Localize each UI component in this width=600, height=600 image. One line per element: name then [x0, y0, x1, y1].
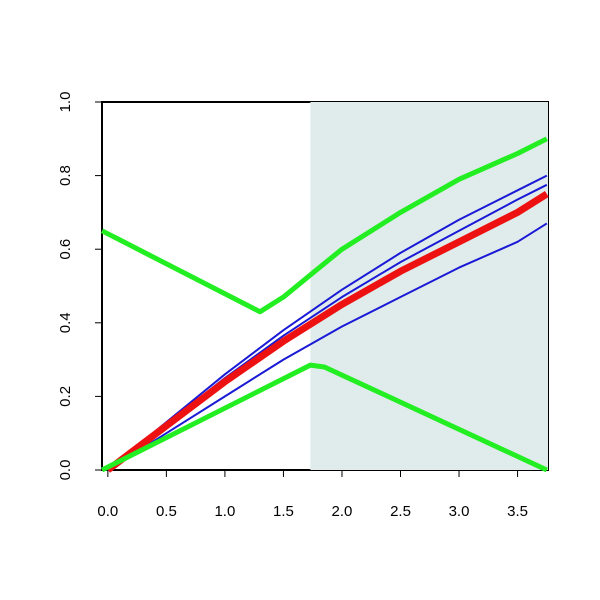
y-tick-label: 0.8: [57, 165, 74, 186]
x-tick-label: 1.0: [214, 503, 235, 520]
x-tick-label: 2.0: [332, 503, 353, 520]
series-line: [100, 362, 548, 473]
series-line: [107, 222, 548, 471]
x-tick-label: 0.5: [156, 503, 177, 520]
y-tick-label: 0.4: [57, 312, 74, 333]
y-tick-label: 0.2: [57, 386, 74, 407]
x-tick-label: 3.5: [507, 503, 528, 520]
y-tick-label: 0.6: [57, 239, 74, 260]
x-tick-label: 0.0: [97, 503, 118, 520]
series-line: [107, 174, 548, 471]
x-tick-label: 1.5: [273, 503, 294, 520]
shaded-region: [310, 102, 548, 470]
series-line: [100, 136, 548, 315]
y-tick-label: 0.0: [57, 460, 74, 481]
series-line: [105, 191, 549, 473]
y-tick-label: 1.0: [57, 92, 74, 113]
x-tick-label: 3.0: [449, 503, 470, 520]
x-tick-label: 2.5: [390, 503, 411, 520]
